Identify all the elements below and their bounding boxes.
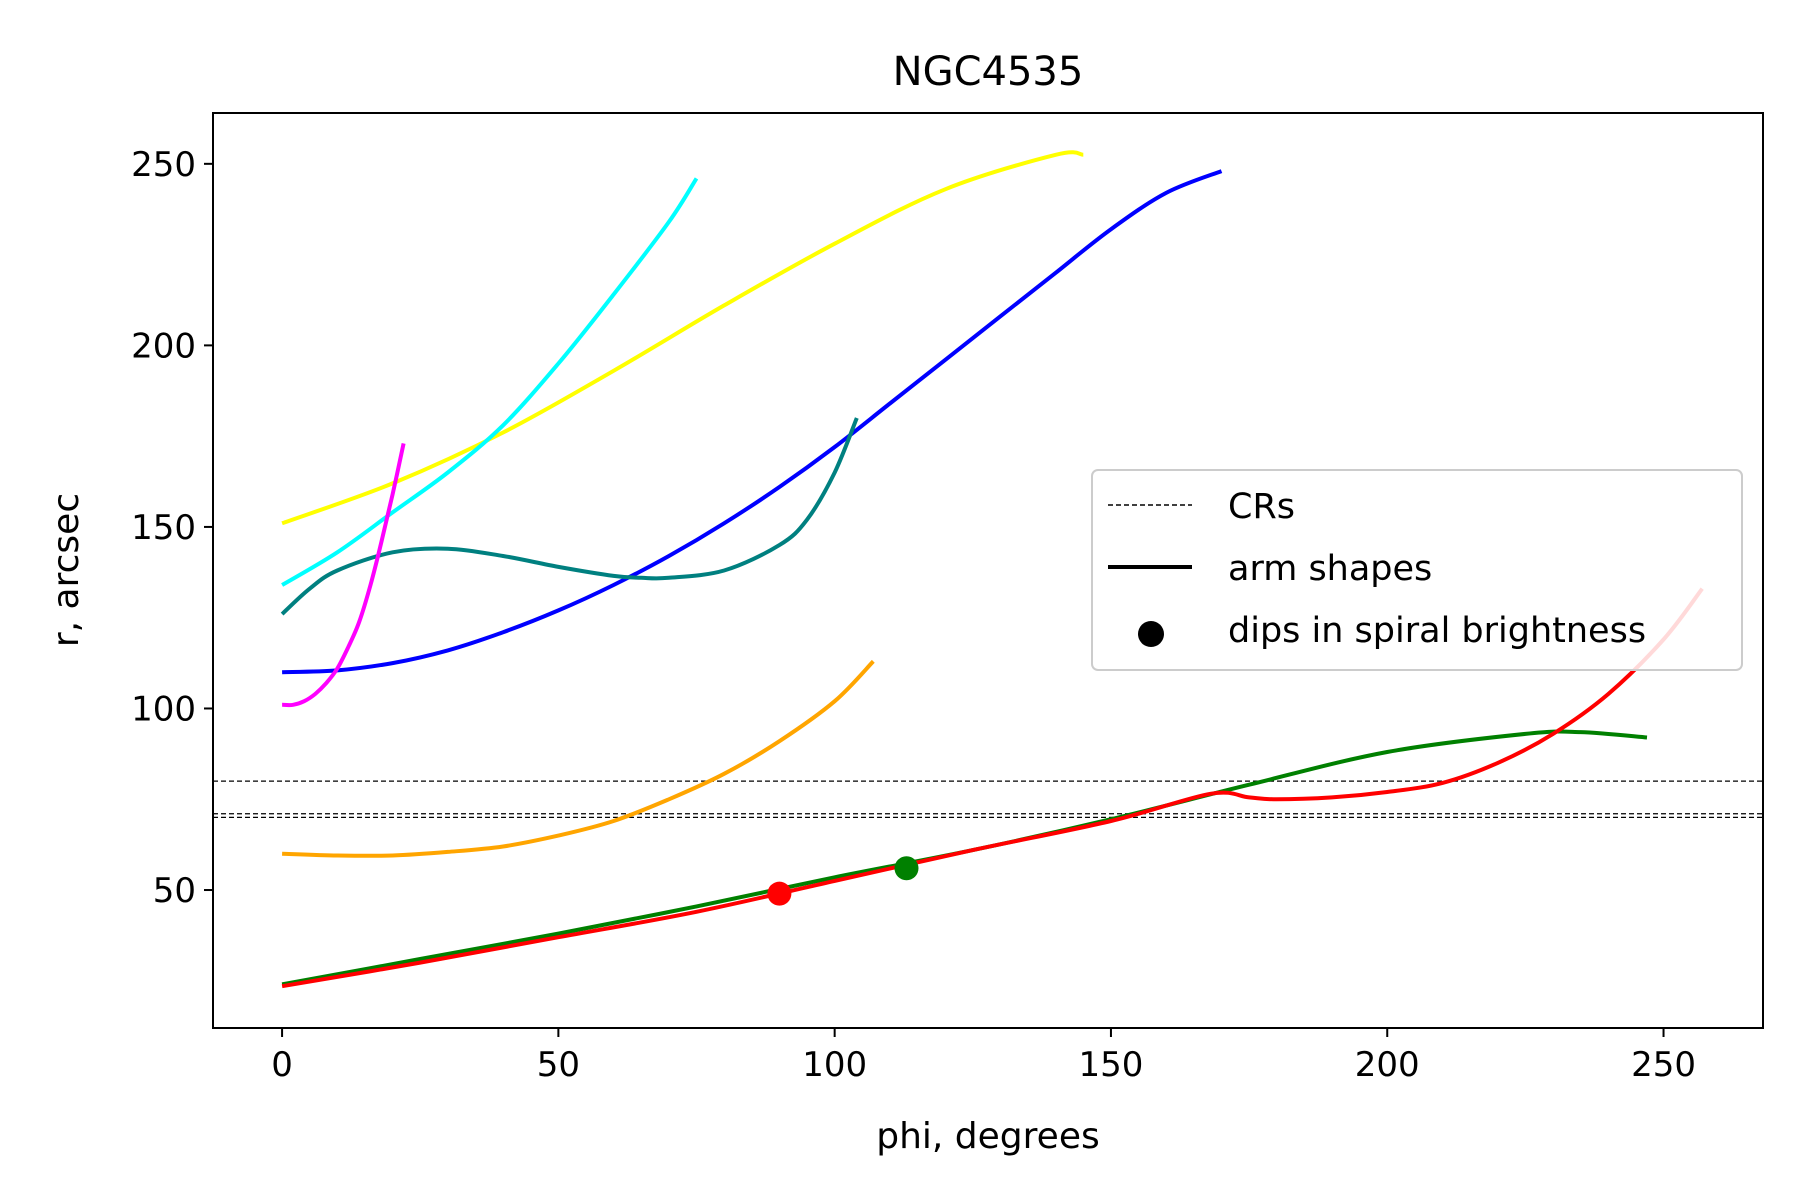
legend-dips-label: dips in spiral brightness [1228,611,1646,651]
y-tick-label-150: 150 [131,508,196,548]
x-tick-label-200: 200 [1355,1045,1420,1085]
arm-series-4 [282,442,406,708]
arm-series-0 [281,150,1084,526]
arm-series-5 [282,659,875,858]
dip-point-1 [894,856,919,881]
y-tick-label-200: 200 [131,326,196,366]
legend-box [1091,469,1743,671]
y-axis-label: r, arcsec [46,493,87,647]
x-tick-label-150: 150 [1078,1045,1143,1085]
x-tick-label-50: 50 [537,1045,580,1085]
x-axis-label: phi, degrees [876,1116,1099,1157]
y-tick-label-50: 50 [153,871,196,911]
arm-series-1 [281,177,699,587]
arm-series-2 [282,169,1223,675]
x-tick-label-100: 100 [802,1045,867,1085]
legend-crs-label: CRs [1228,487,1295,527]
arm-series-7 [281,587,1704,989]
arm-series-6 [281,729,1648,987]
x-tick-label-250: 250 [1631,1045,1696,1085]
legend: CRs arm shapes dips in spiral brightness [1091,469,1743,671]
chart-title: NGC4535 [893,49,1084,95]
dip-point-0 [767,881,792,906]
plot-frame [212,112,1764,1029]
arm-series-3 [280,417,859,616]
y-tick-label-250: 250 [131,145,196,185]
x-tick-label-0: 0 [271,1045,293,1085]
y-tick-label-100: 100 [131,689,196,729]
legend-dips-swatch [1138,621,1164,647]
legend-arm-shapes-label: arm shapes [1228,549,1432,589]
